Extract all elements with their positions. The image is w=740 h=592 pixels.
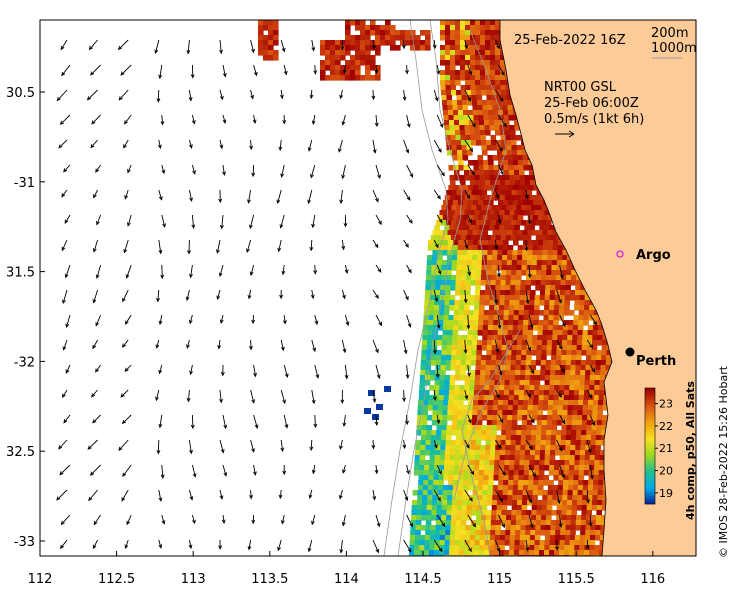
x-tick-label: 114 xyxy=(334,572,359,587)
map-timestamp: 25-Feb-2022 16Z xyxy=(514,33,626,48)
y-tick-label: -32 xyxy=(14,355,35,370)
colorbar-tick-label: 23 xyxy=(659,398,673,411)
current-scale-label: 0.5m/s (1kt 6h) xyxy=(544,112,644,127)
y-axis: 30.5 -31 31.5 -32 32.5 -33 xyxy=(6,86,45,550)
x-axis: 112 112.5 113 113.5 114 114.5 115 115.5 116 xyxy=(28,551,665,587)
colorbar-tick-label: 19 xyxy=(659,487,673,500)
contour-label-1000m: 1000m xyxy=(651,41,697,56)
colorbar-tick-label: 20 xyxy=(659,465,673,478)
plot-frame xyxy=(39,19,697,557)
y-tick-label: 32.5 xyxy=(6,445,35,460)
x-tick-label: 113 xyxy=(181,572,206,587)
perth-label: Perth xyxy=(636,354,676,369)
x-tick-label: 115 xyxy=(487,572,512,587)
y-tick-label: 30.5 xyxy=(6,86,35,101)
x-tick-label: 116 xyxy=(640,572,665,587)
x-tick-label: 113.5 xyxy=(251,572,288,587)
y-tick-label: 31.5 xyxy=(6,266,35,281)
bathymetry-contours xyxy=(383,20,521,556)
colorbar-tick-label: 22 xyxy=(659,420,673,433)
y-tick-label: -33 xyxy=(14,535,35,550)
contour-label-200m: 200m xyxy=(651,26,688,41)
x-tick-label: 112.5 xyxy=(98,572,135,587)
argo-label: Argo xyxy=(636,248,671,263)
x-tick-label: 112 xyxy=(28,572,53,587)
perth-marker xyxy=(625,347,635,357)
current-time-label: 25-Feb 06:00Z xyxy=(544,96,639,111)
argo-float-marker xyxy=(616,250,624,258)
x-tick-label: 115.5 xyxy=(558,572,595,587)
colorbar-tick-label: 21 xyxy=(659,442,673,455)
current-scale-arrow xyxy=(555,130,575,138)
current-vectors xyxy=(56,39,597,554)
colorbar: 23 22 21 20 19 4h comp, p50, All Sats xyxy=(644,381,697,520)
colorbar-label: 4h comp, p50, All Sats xyxy=(684,381,697,520)
current-model-label: NRT00 GSL xyxy=(544,80,617,95)
x-tick-label: 114.5 xyxy=(404,572,441,587)
credit-text: © IMOS 28-Feb-2022 15:26 Hobart xyxy=(717,365,730,558)
y-tick-label: -31 xyxy=(14,176,35,191)
